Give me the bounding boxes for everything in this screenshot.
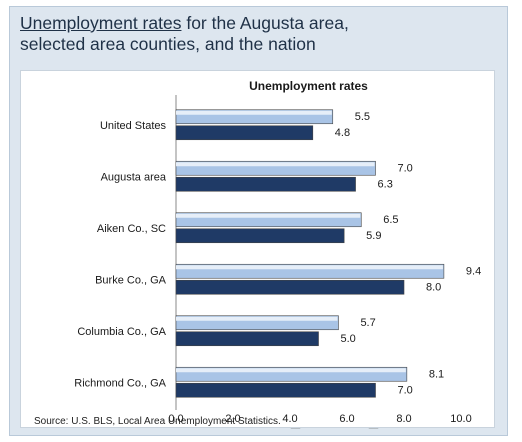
data-label: 5.5 xyxy=(355,111,370,123)
data-label: 5.7 xyxy=(360,317,375,329)
bar-highlight xyxy=(176,265,443,270)
data-label: 7.0 xyxy=(398,384,413,396)
bar-highlight xyxy=(176,110,332,115)
category-label: United States xyxy=(100,120,167,132)
x-tick-label: 10.0 xyxy=(450,413,471,425)
legend-label-oct-14: Oct-14 xyxy=(303,428,336,429)
category-label: Richmond Co., GA xyxy=(74,377,166,389)
x-tick-label: 2.0 xyxy=(225,413,240,425)
slide-heading: Unemployment rates for the Augusta area,… xyxy=(20,13,500,55)
data-label: 6.3 xyxy=(378,178,393,190)
category-label: Columbia Co., GA xyxy=(77,326,166,338)
heading-line2: selected area counties, and the nation xyxy=(20,34,316,54)
x-tick-label: 0.0 xyxy=(168,413,183,425)
legend-label-oct-15: Oct-15 xyxy=(381,428,414,429)
bar-highlight xyxy=(176,368,406,373)
bar-highlight xyxy=(176,213,361,218)
data-label: 8.0 xyxy=(426,281,441,293)
bar-highlight xyxy=(176,316,338,321)
data-label: 7.0 xyxy=(398,162,413,174)
x-tick-label: 6.0 xyxy=(339,413,354,425)
bar-oct-15 xyxy=(175,125,314,141)
bar-oct-15 xyxy=(175,176,356,192)
heading-highlight: Unemployment rates xyxy=(20,13,182,33)
data-label: 5.0 xyxy=(341,333,356,345)
bar-oct-15 xyxy=(175,279,405,295)
category-label: Augusta area xyxy=(101,171,167,183)
data-label: 4.8 xyxy=(335,127,350,139)
bar-oct-15 xyxy=(175,228,345,244)
data-label: 5.9 xyxy=(366,230,381,242)
heading-line1-rest: for the Augusta area, xyxy=(181,13,349,33)
x-tick-label: 8.0 xyxy=(396,413,411,425)
bar-oct-15 xyxy=(175,382,376,398)
bar-highlight xyxy=(176,162,375,167)
data-label: 6.5 xyxy=(383,214,398,226)
category-label: Aiken Co., SC xyxy=(97,223,166,235)
data-label: 8.1 xyxy=(429,368,444,380)
chart-panel: Unemployment rates United States 5.5 4.8 Aug… xyxy=(20,70,495,429)
data-label: 9.4 xyxy=(466,265,481,277)
category-label: Burke Co., GA xyxy=(95,274,167,286)
bar-oct-15 xyxy=(175,331,319,347)
bar-chart: Unemployment rates United States 5.5 4.8 Aug… xyxy=(74,79,481,429)
x-tick-label: 4.0 xyxy=(282,413,297,425)
source-note: Source: U.S. BLS, Local Area Unemploymen… xyxy=(34,416,281,427)
chart-title: Unemployment rates xyxy=(249,79,368,93)
